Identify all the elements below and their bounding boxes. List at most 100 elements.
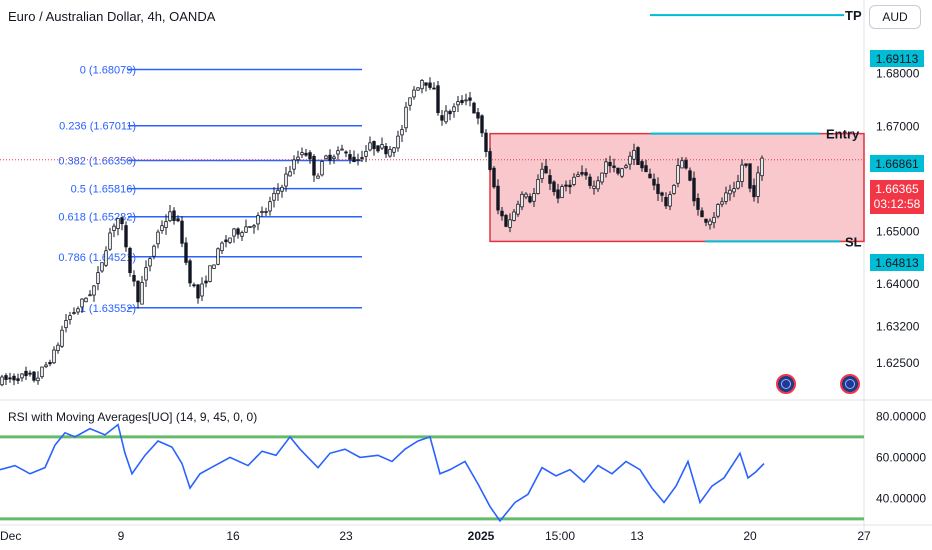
candle-body (752, 185, 756, 198)
tp-price-badge: 1.69113 (870, 50, 924, 67)
candle-body (356, 159, 360, 161)
time-tick-4: 2025 (468, 529, 495, 543)
rsi-tick-0: 80.00000 (876, 409, 926, 423)
candle-body (216, 248, 220, 265)
candle-body (420, 80, 424, 90)
time-tick-1: 9 (118, 529, 125, 543)
fib-label-3: 0.5 (1.65816) (71, 184, 136, 196)
candle-body (492, 167, 496, 188)
candle-body (260, 211, 264, 214)
candle-body (740, 164, 744, 183)
candle-body (580, 172, 584, 175)
candle-body (344, 151, 348, 154)
price-tick-3: 1.64000 (876, 277, 920, 291)
candle-body (320, 161, 324, 176)
candle-body (24, 370, 28, 377)
candle-body (324, 155, 328, 160)
candle-body (68, 315, 72, 320)
fib-label-4: 0.618 (1.65282) (58, 212, 136, 224)
candle-body (164, 221, 168, 228)
candle-body (568, 184, 572, 188)
candle-body (736, 181, 740, 189)
candle-body (48, 362, 52, 365)
time-tick-5: 15:00 (545, 529, 575, 543)
candle-body (340, 148, 344, 151)
candle-body (504, 215, 508, 227)
event-marker-icon-2[interactable] (840, 374, 860, 394)
candle-body (712, 216, 716, 224)
candle-body (416, 87, 420, 91)
candle-body (476, 112, 480, 119)
candle-body (724, 192, 728, 202)
candle-body (120, 217, 124, 225)
candle-body (388, 149, 392, 157)
candle-body (180, 220, 184, 244)
candle-body (144, 267, 148, 281)
price-tick-5: 1.62500 (876, 356, 920, 370)
candle-body (392, 147, 396, 153)
candle-body (264, 211, 268, 213)
candle-body (596, 180, 600, 190)
candle-body (236, 228, 240, 235)
candle-body (560, 186, 564, 199)
tp-label: TP (845, 8, 862, 23)
candle-body (564, 184, 568, 187)
candle-body (588, 176, 592, 186)
candle-body (708, 220, 712, 226)
rsi-indicator-title[interactable]: RSI with Moving Averages[UO] (14, 9, 45,… (8, 410, 258, 424)
candle-body (132, 275, 136, 282)
sl-price-badge: 1.64813 (870, 254, 924, 271)
candle-body (396, 135, 400, 149)
candle-body (52, 349, 56, 364)
candle-body (428, 82, 432, 88)
candle-body (32, 371, 36, 381)
price-tick-2: 1.65000 (876, 225, 920, 239)
candle-body (384, 146, 388, 155)
candle-body (212, 264, 216, 269)
candle-body (152, 245, 156, 257)
candle-body (304, 152, 308, 156)
candle-body (728, 189, 732, 195)
candle-body (524, 193, 528, 198)
candle-body (692, 177, 696, 202)
candle-body (92, 285, 96, 296)
candle-body (248, 226, 252, 228)
candle-body (720, 201, 724, 205)
candle-body (444, 110, 448, 123)
candle-body (380, 144, 384, 149)
candle-body (88, 294, 92, 297)
candle-body (620, 168, 624, 177)
candle-body (676, 165, 680, 184)
candle-body (500, 210, 504, 217)
candle-body (20, 373, 24, 379)
candle-body (128, 247, 132, 274)
candle-body (208, 265, 212, 282)
candle-body (228, 237, 232, 243)
candle-body (116, 218, 120, 230)
candle-body (60, 329, 64, 347)
candle-body (348, 154, 352, 160)
candle-body (744, 163, 748, 166)
candle-body (760, 157, 764, 177)
candle-body (700, 210, 704, 218)
event-marker-icon[interactable] (776, 374, 796, 394)
time-tick-0: Dec (0, 529, 21, 543)
candle-body (468, 97, 472, 101)
rsi-tick-1: 60.00000 (876, 450, 926, 464)
candle-body (488, 151, 492, 170)
candle-body (332, 156, 336, 160)
candle-body (172, 210, 176, 221)
price-tick-0: 1.68000 (876, 67, 920, 81)
candle-body (44, 364, 48, 368)
candle-body (640, 161, 644, 169)
candle-body (540, 168, 544, 180)
candle-body (272, 192, 276, 201)
currency-selector[interactable]: AUD (869, 5, 921, 29)
candle-body (284, 173, 288, 187)
candle-body (628, 155, 632, 165)
candle-body (656, 183, 660, 195)
candle-body (696, 197, 700, 210)
candle-body (8, 377, 12, 380)
candle-body (296, 156, 300, 161)
